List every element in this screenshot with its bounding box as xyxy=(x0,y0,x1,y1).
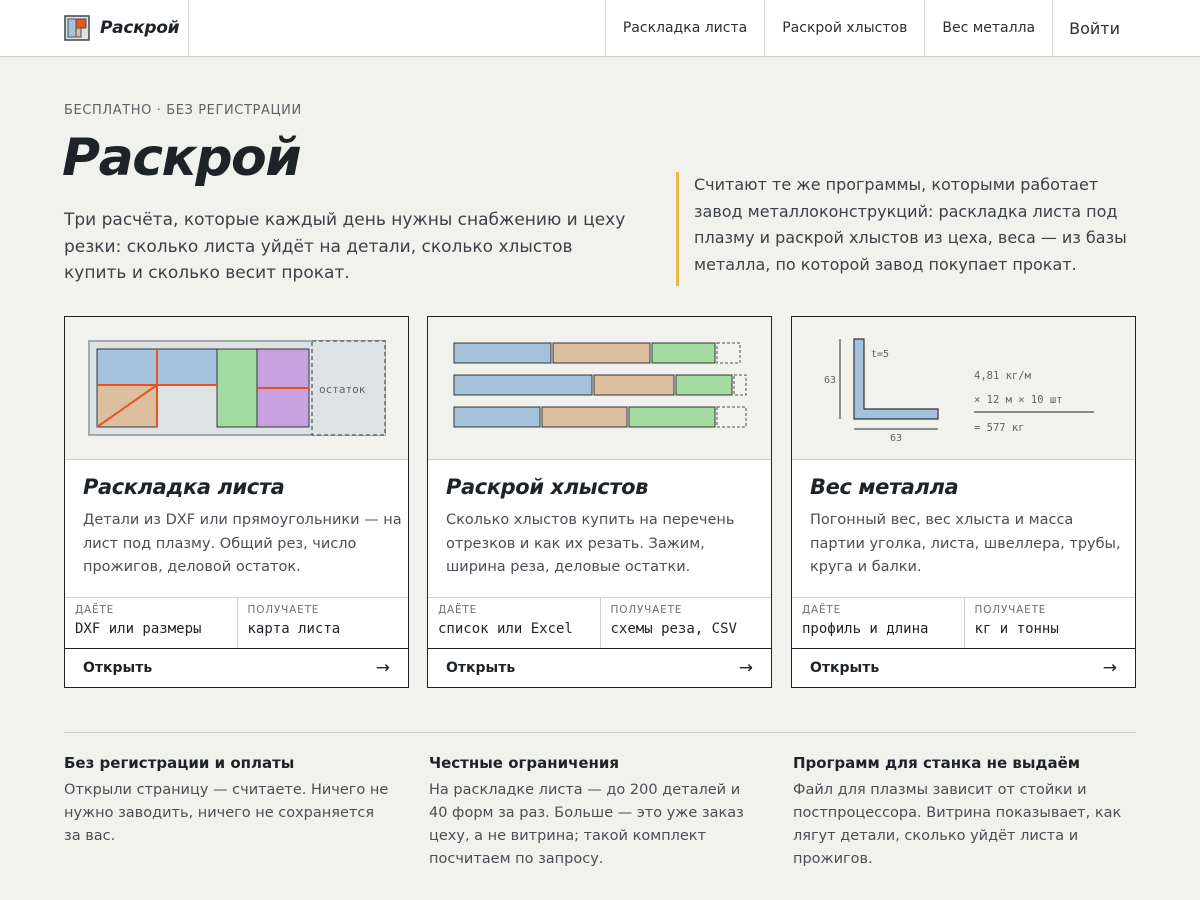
note-text: На раскладке листа — до 200 деталей и 40… xyxy=(429,782,744,867)
page-title: Раскрой xyxy=(62,128,302,188)
nav-sheet-layout[interactable]: Раскладка листа xyxy=(604,0,764,56)
card-io: ДАЁТЕ профиль и длина ПОЛУЧАЕТЕ кг и тон… xyxy=(792,597,1135,648)
section-divider xyxy=(64,732,1136,733)
bar-cutting-illustration xyxy=(428,317,771,460)
card-metal-weight: 63 t=5 63 4,81 кг/м × 12 м × 10 шт = 577… xyxy=(791,316,1136,688)
card-io: ДАЁТЕ DXF или размеры ПОЛУЧАЕТЕ карта ли… xyxy=(65,597,408,648)
brand-name: Раскрой xyxy=(100,18,180,38)
card-bar-cutting: Раскрой хлыстов Сколько хлыстов купить н… xyxy=(427,316,772,688)
angle-profile-icon: 63 t=5 63 4,81 кг/м × 12 м × 10 шт = 577… xyxy=(824,338,1094,444)
sheet-layout-illustration: остаток xyxy=(65,317,408,460)
hero-quote: Считают те же программы, которыми работа… xyxy=(676,172,1136,286)
open-label: Открыть xyxy=(83,660,153,676)
note-text: Файл для плазмы зависит от стойки и пост… xyxy=(793,782,1122,867)
io-input-value: DXF или размеры xyxy=(75,621,202,637)
nav-bar-cutting[interactable]: Раскрой хлыстов xyxy=(764,0,924,56)
card-description: Детали из DXF или прямоугольники — на ли… xyxy=(83,512,402,575)
io-input-value: список или Excel xyxy=(438,621,573,637)
arrow-right-icon: → xyxy=(1102,658,1117,678)
card-sheet-layout: остаток Раскладка листа Детали из DXF ил… xyxy=(64,316,409,688)
thickness-label: t=5 xyxy=(871,349,889,360)
length-quantity: × 12 м × 10 шт xyxy=(974,394,1063,406)
hero-lead: Три расчёта, которые каждый день нужны с… xyxy=(64,210,626,283)
io-output-label: ПОЛУЧАЕТЕ xyxy=(610,604,683,616)
arrow-right-icon: → xyxy=(375,658,390,678)
metal-weight-illustration: 63 t=5 63 4,81 кг/м × 12 м × 10 шт = 577… xyxy=(792,317,1135,460)
open-label: Открыть xyxy=(810,660,880,676)
card-title: Раскрой хлыстов xyxy=(446,475,649,499)
open-metal-weight-button[interactable]: Открыть → xyxy=(792,648,1135,687)
io-input: ДАЁТЕ DXF или размеры xyxy=(65,598,237,648)
note-limits: Честные ограничения На раскладке листа —… xyxy=(429,754,759,871)
nav-metal-weight[interactable]: Вес металла xyxy=(924,0,1052,56)
open-sheet-layout-button[interactable]: Открыть → xyxy=(65,648,408,687)
card-description: Сколько хлыстов купить на перечень отрез… xyxy=(446,512,735,575)
card-title: Раскладка листа xyxy=(83,475,285,499)
io-input-label: ДАЁТЕ xyxy=(75,604,115,616)
io-output-label: ПОЛУЧАЕТЕ xyxy=(247,604,320,616)
card-title: Вес металла xyxy=(810,475,959,499)
logo-icon xyxy=(64,15,90,41)
brand-link[interactable]: Раскрой xyxy=(64,0,189,56)
top-bar: Раскрой Раскладка листа Раскрой хлыстов … xyxy=(0,0,1200,57)
note-text: Открыли страницу — считаете. Ничего не н… xyxy=(64,782,389,844)
height-dimension: 63 xyxy=(824,375,836,386)
card-io: ДАЁТЕ список или Excel ПОЛУЧАЕТЕ схемы р… xyxy=(428,597,771,648)
io-output: ПОЛУЧАЕТЕ карта листа xyxy=(236,598,409,648)
card-description: Погонный вес, вес хлыста и масса партии … xyxy=(810,512,1121,575)
io-input: ДАЁТЕ список или Excel xyxy=(428,598,600,648)
note-title: Честные ограничения xyxy=(429,754,620,772)
io-input-label: ДАЁТЕ xyxy=(802,604,842,616)
io-output: ПОЛУЧАЕТЕ кг и тонны xyxy=(963,598,1136,648)
open-label: Открыть xyxy=(446,660,516,676)
hero-eyebrow: БЕСПЛАТНО · БЕЗ РЕГИСТРАЦИИ xyxy=(64,103,302,118)
leftover-label: остаток xyxy=(319,383,366,396)
note-title: Программ для станка не выдаём xyxy=(793,754,1081,772)
io-output-label: ПОЛУЧАЕТЕ xyxy=(974,604,1047,616)
open-bar-cutting-button[interactable]: Открыть → xyxy=(428,648,771,687)
width-dimension: 63 xyxy=(890,433,902,444)
io-input: ДАЁТЕ профиль и длина xyxy=(792,598,964,648)
arrow-right-icon: → xyxy=(738,658,753,678)
note-title: Без регистрации и оплаты xyxy=(64,754,295,772)
io-input-label: ДАЁТЕ xyxy=(438,604,478,616)
sheet-layout-icon: остаток xyxy=(88,340,386,436)
io-input-value: профиль и длина xyxy=(802,621,929,637)
io-output: ПОЛУЧАЕТЕ схемы реза, CSV xyxy=(599,598,772,648)
note-no-registration: Без регистрации и оплаты Открыли страниц… xyxy=(64,754,394,848)
io-output-value: схемы реза, CSV xyxy=(610,621,737,637)
note-no-cnc-programs: Программ для станка не выдаём Файл для п… xyxy=(793,754,1123,871)
io-output-value: кг и тонны xyxy=(974,621,1059,637)
io-output-value: карта листа xyxy=(247,621,341,637)
main-nav: Раскладка листа Раскрой хлыстов Вес мета… xyxy=(604,0,1136,56)
total-weight: = 577 кг xyxy=(974,422,1025,434)
login-link[interactable]: Войти xyxy=(1052,0,1136,56)
weight-per-meter: 4,81 кг/м xyxy=(974,370,1032,382)
bar-cutting-icon xyxy=(453,342,747,428)
